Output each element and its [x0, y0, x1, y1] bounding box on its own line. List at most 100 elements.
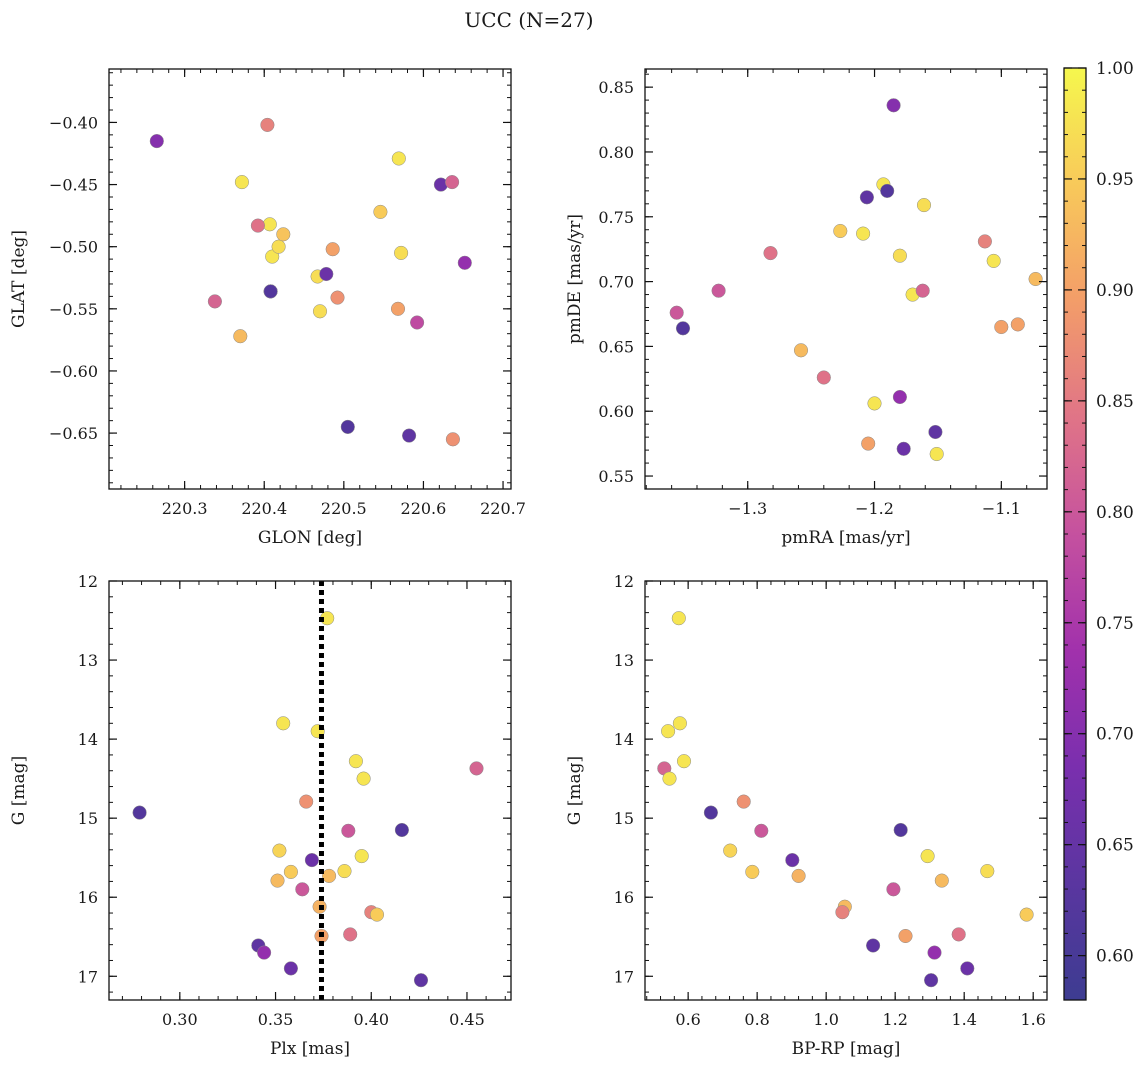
axes-frame [644, 580, 1048, 1001]
plot-area [645, 69, 1047, 489]
scatter-point [886, 98, 901, 113]
x-tick-label: 1.4 [951, 1010, 976, 1029]
scatter-point [833, 223, 848, 239]
y-tick-label: 13 [78, 651, 98, 670]
y-tick-label: 0.75 [598, 208, 634, 227]
y-tick-label: −0.50 [49, 238, 98, 257]
scatter-point [469, 761, 484, 776]
scatter-point [898, 928, 913, 944]
scatter-point [325, 242, 340, 257]
y-tick-label: 14 [614, 730, 634, 749]
x-tick-label: 0.6 [675, 1010, 700, 1029]
scatter-point [1010, 317, 1025, 332]
scatter-point [736, 794, 751, 809]
scatter-point [671, 611, 686, 626]
y-tick-label: 0.80 [598, 143, 634, 162]
scatter-point [880, 183, 895, 198]
y-tick-label: 12 [614, 572, 634, 591]
scatter-point [661, 724, 676, 739]
y-tick-label: 0.60 [598, 402, 634, 421]
scatter-point [402, 428, 417, 443]
colorbar-tick-label: 1.00 [1096, 59, 1134, 79]
scatter-point [445, 432, 460, 447]
scatter-point [929, 446, 944, 462]
scatter-point [149, 134, 164, 149]
scatter-point [260, 117, 275, 132]
scatter-point [233, 329, 248, 344]
scatter-point [816, 370, 831, 385]
scatter-point [672, 716, 687, 731]
scatter-point [835, 905, 850, 920]
y-axis-label: G [mag] [565, 756, 585, 825]
y-tick-label: 17 [614, 967, 634, 986]
x-tick-label: −1.1 [982, 499, 1021, 518]
colorbar: 0.60 0.65 0.70 0.75 0.80 0.85 0.90 0.95 1.00 [1063, 59, 1134, 1001]
figure-title: UCC (N=27) [464, 8, 593, 32]
scatter-point [394, 822, 409, 838]
x-axis-label: BP-RP [mag] [792, 1039, 901, 1059]
x-tick-label: −1.2 [855, 499, 894, 518]
plot-area [645, 581, 1047, 1000]
y-tick-label: 12 [78, 572, 98, 591]
y-tick-label: 0.85 [598, 78, 634, 97]
y-tick-label: −0.45 [49, 176, 98, 195]
y-tick-label: 0.70 [598, 273, 634, 292]
x-tick-label: 220.6 [401, 499, 447, 518]
scatter-point [391, 151, 406, 166]
panel-4: 0.6 0.8 1.0 1.2 1.4 1.6 12 13 14 15 16 17 BP-RP [mag… [565, 572, 1048, 1059]
x-tick-label: 220.5 [321, 499, 367, 518]
scatter-point [886, 882, 901, 897]
scatter-point [915, 283, 930, 298]
panel-1: 220.3 220.4 220.5 220.6 220.7 −0.40 −0.45 −0.50… [9, 68, 526, 548]
plot-area [109, 69, 511, 489]
scatter-point [276, 227, 291, 242]
y-tick-label: −0.55 [49, 300, 98, 319]
panel-3: 0.30 0.35 0.40 0.45 12 13 14 15 16 17 Plx [mas] G [… [9, 572, 512, 1059]
scatter-point [924, 973, 939, 988]
scatter-point [951, 927, 966, 942]
scatter-point [283, 961, 298, 976]
colorbar-tick-label: 0.65 [1096, 836, 1134, 856]
scatter-point [394, 245, 409, 260]
scatter-point [373, 204, 388, 219]
scatter-point [271, 239, 286, 254]
scatter-point [916, 198, 932, 213]
scatter-point [745, 864, 760, 879]
scatter-point [866, 938, 881, 953]
scatter-point [413, 973, 429, 988]
scatter-point [892, 389, 907, 405]
scatter-point [234, 175, 249, 190]
scatter-point [867, 396, 882, 411]
scatter-point [861, 436, 876, 451]
scatter-point [341, 823, 356, 838]
ticks [109, 580, 511, 1000]
scatter-point [356, 771, 371, 786]
scatter-point [994, 319, 1009, 335]
scatter-point [263, 284, 278, 299]
scatter-point [295, 882, 310, 897]
scatter-point [322, 868, 337, 883]
colorbar-tick-label: 0.75 [1096, 614, 1134, 634]
scatter-point [763, 246, 778, 261]
x-tick-label: 1.6 [1020, 1010, 1045, 1029]
scatter-point [856, 226, 871, 241]
scatter-point [754, 823, 769, 838]
axes-frame [108, 580, 512, 1001]
scatter-point [1019, 907, 1034, 922]
scatter-point [265, 249, 280, 264]
scatter-points [669, 98, 1043, 462]
scatter-point [330, 290, 345, 305]
y-tick-label: −0.65 [49, 424, 98, 443]
scatter-point [250, 218, 265, 233]
scatter-point [270, 873, 285, 888]
scatter-point [337, 864, 352, 879]
x-tick-label: 1.2 [882, 1010, 907, 1029]
ticks [645, 69, 1047, 489]
scatter-point [207, 294, 222, 309]
scatter-point [793, 343, 809, 358]
x-tick-label: 0.30 [162, 1010, 198, 1029]
x-axis-label: pmRA [mas/yr] [781, 528, 910, 548]
scatter-point [312, 304, 328, 319]
colorbar-tick-label: 0.70 [1096, 725, 1134, 745]
